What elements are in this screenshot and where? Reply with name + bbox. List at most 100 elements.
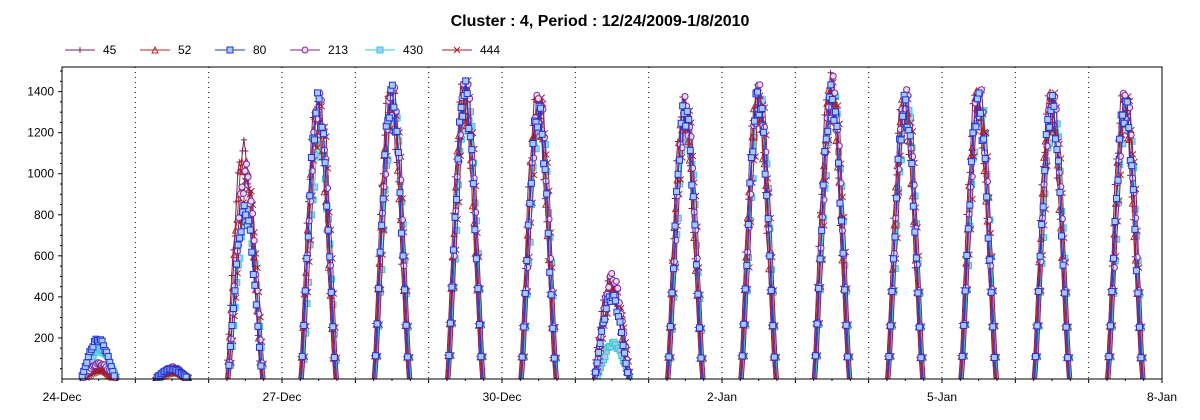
- data-point-213: [896, 125, 904, 133]
- data-point-213: [987, 262, 995, 270]
- data-point-80: [1062, 323, 1070, 331]
- data-point-80: [743, 261, 751, 269]
- data-point-80: [242, 211, 250, 219]
- data-point-80: [885, 353, 893, 361]
- data-point-80: [323, 202, 331, 210]
- data-point-213: [235, 214, 243, 222]
- data-point-213: [984, 177, 992, 185]
- x-tick-label: 8-Jan: [1147, 390, 1177, 404]
- data-point-80: [472, 255, 480, 263]
- data-point-80: [1116, 135, 1124, 143]
- y-tick-label: 1200: [27, 126, 54, 140]
- data-point-80: [886, 322, 894, 330]
- data-point-80: [692, 261, 700, 269]
- data-point-213: [397, 176, 405, 184]
- data-point-80: [688, 181, 696, 189]
- data-point-80: [741, 285, 749, 293]
- data-point-80: [986, 256, 994, 264]
- data-point-80: [616, 318, 624, 326]
- data-point-80: [304, 233, 312, 241]
- legend-label: 52: [178, 43, 192, 57]
- data-point-80: [668, 289, 676, 297]
- data-point-80: [828, 95, 836, 103]
- data-point-80: [1129, 186, 1137, 194]
- data-point-80: [673, 188, 681, 196]
- data-point-80: [964, 225, 972, 233]
- data-point-80: [679, 102, 687, 110]
- data-point-52: [231, 226, 240, 234]
- data-point-213: [820, 196, 828, 204]
- data-point-80: [254, 322, 262, 330]
- data-point-80: [767, 286, 775, 294]
- series-line-213: [62, 76, 1162, 380]
- data-point-52: [908, 191, 917, 200]
- legend-marker: [376, 46, 384, 54]
- data-point-80: [958, 352, 966, 360]
- data-point-80: [842, 321, 850, 329]
- data-point-213: [605, 283, 613, 291]
- data-point-444: [834, 102, 842, 109]
- data-point-213: [829, 72, 837, 80]
- data-point-80: [518, 353, 526, 361]
- data-point-80: [987, 288, 995, 296]
- data-point-80: [373, 320, 381, 328]
- data-point-80: [469, 180, 477, 188]
- data-point-80: [398, 229, 406, 237]
- data-point-80: [248, 248, 256, 256]
- x-tick-label: 27-Dec: [263, 390, 302, 404]
- data-point-80: [300, 321, 308, 329]
- data-point-80: [1135, 323, 1143, 331]
- data-point-80: [466, 133, 474, 141]
- data-point-80: [307, 154, 315, 162]
- data-point-80: [980, 135, 988, 143]
- data-point-213: [1121, 91, 1129, 99]
- data-point-213: [308, 167, 316, 175]
- data-point-45: [467, 165, 474, 172]
- data-point-80: [621, 349, 629, 357]
- data-point-430: [395, 137, 403, 145]
- data-point-80: [766, 252, 774, 260]
- data-point-80: [601, 315, 609, 323]
- data-point-80: [454, 155, 462, 163]
- data-point-80: [246, 226, 254, 234]
- data-point-80: [390, 103, 398, 111]
- data-point-80: [812, 352, 820, 360]
- data-point-80: [104, 353, 112, 361]
- data-point-213: [1127, 131, 1135, 139]
- data-point-213: [530, 154, 538, 162]
- data-point-80: [312, 109, 320, 117]
- data-point-80: [324, 226, 332, 234]
- data-point-80: [385, 114, 393, 122]
- data-point-80: [815, 284, 823, 292]
- y-tick-label: 600: [34, 249, 54, 263]
- data-point-80: [298, 352, 306, 360]
- y-axis: 200 400 600 800 1000 1200 1400: [27, 70, 62, 370]
- data-point-80: [456, 118, 464, 126]
- data-point-444: [1129, 150, 1137, 158]
- data-point-80: [669, 265, 677, 273]
- data-point-80: [1132, 267, 1140, 275]
- data-point-80: [624, 369, 632, 377]
- data-point-80: [749, 148, 757, 156]
- data-point-80: [1042, 131, 1050, 139]
- data-point-80: [1038, 220, 1046, 228]
- data-point-80: [747, 154, 755, 162]
- data-point-80: [1041, 167, 1049, 175]
- data-point-444: [461, 118, 469, 126]
- data-point-80: [538, 130, 546, 138]
- data-point-80: [813, 320, 821, 328]
- data-point-80: [984, 234, 992, 242]
- data-point-80: [740, 320, 748, 328]
- data-point-80: [1048, 92, 1056, 100]
- data-point-444: [542, 151, 550, 158]
- data-point-80: [549, 324, 557, 332]
- data-point-80: [393, 127, 401, 135]
- data-point-80: [251, 281, 259, 289]
- data-point-213: [895, 165, 903, 173]
- data-point-213: [693, 254, 701, 262]
- data-point-80: [761, 170, 769, 178]
- data-point-80: [691, 221, 699, 229]
- data-point-444: [758, 116, 766, 124]
- data-point-80: [465, 124, 473, 132]
